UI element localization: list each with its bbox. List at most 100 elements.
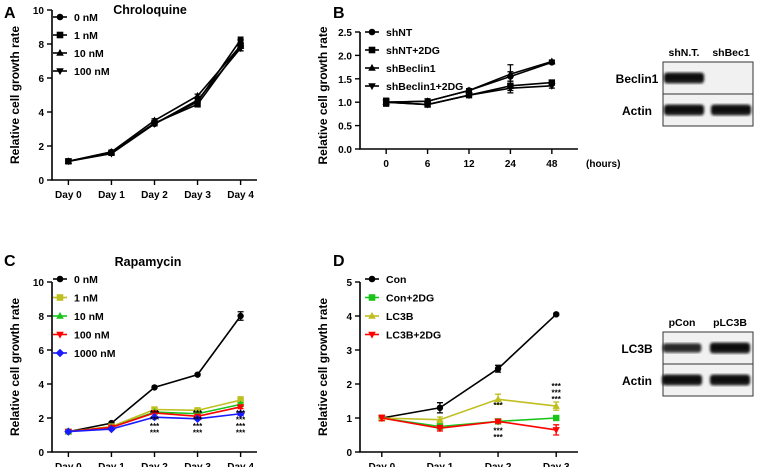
significance-mark-c: *** xyxy=(150,416,160,425)
data-point-a xyxy=(194,101,201,108)
series-line-d xyxy=(381,417,557,428)
y-tick-label-c: 0 xyxy=(38,448,44,459)
y-axis-label-b: Relative cell growth rate xyxy=(316,26,330,164)
blot-band xyxy=(710,342,750,354)
y-tick-label-b: 2.5 xyxy=(338,28,352,39)
legend-marker-a xyxy=(56,48,64,56)
legend-label-b: shBeclin1+2DG xyxy=(386,81,463,93)
series-d-0 xyxy=(378,311,560,422)
y-tick-label-d: 2 xyxy=(346,380,352,391)
data-point-d xyxy=(378,415,386,422)
chart-d: 0 1 2 3 4 5 Day 0 Day 1 Day 2 Day 3 Relative cell … xyxy=(316,274,578,467)
axes-d xyxy=(359,282,578,453)
data-point-c xyxy=(64,427,73,436)
x-tick-label-b: 6 xyxy=(425,159,431,170)
y-tick-label-c: 6 xyxy=(38,346,44,357)
chart-title-c: Rapamycin xyxy=(115,255,182,269)
data-point-c xyxy=(150,412,159,422)
legend-marker-c xyxy=(56,275,64,283)
x-tick-label-a: Day 1 xyxy=(98,190,125,201)
significance-mark-c: *** xyxy=(150,409,160,418)
data-point-a xyxy=(193,97,202,105)
x-tick-label-c: Day 3 xyxy=(184,462,211,467)
x-tick-label-d: Day 1 xyxy=(427,462,454,467)
chart-title-a: Chroloquine xyxy=(113,3,187,17)
x-tick-label-d: Day 0 xyxy=(368,462,395,467)
data-point-c xyxy=(194,371,201,378)
legend-label-b: shBeclin1 xyxy=(386,63,436,75)
y-tick-label-d: 0 xyxy=(346,448,352,459)
significance-mark-c: *** xyxy=(236,429,246,438)
data-point-b xyxy=(548,57,556,65)
y-tick-label-b: 2.0 xyxy=(338,51,352,62)
panel-letter-a: A xyxy=(4,5,16,22)
data-point-d xyxy=(553,414,560,422)
y-tick-label-b: 0.5 xyxy=(338,122,352,133)
data-point-b xyxy=(465,86,473,94)
significance-mark-c: *** xyxy=(193,429,203,438)
series-a-3 xyxy=(64,45,245,166)
data-point-d xyxy=(552,427,560,434)
legend-label-b: shNT+2DG xyxy=(386,45,440,57)
legend-label-d: LC3B+2DG xyxy=(386,330,441,342)
blot-lane-label: pCon xyxy=(669,317,696,329)
blot-lane-label: shN.T. xyxy=(669,47,700,59)
x-tick-label-a: Day 2 xyxy=(141,190,168,201)
blot-lane-label: pLC3B xyxy=(713,317,747,329)
data-point-c xyxy=(237,312,244,320)
blot-band xyxy=(662,343,702,353)
series-line-d xyxy=(381,398,557,421)
y-tick-label-a: 6 xyxy=(38,74,44,85)
legend-marker-b xyxy=(368,83,376,91)
legend-marker-a xyxy=(56,13,64,21)
x-tick-label-a: Day 4 xyxy=(227,190,254,201)
legend-label-c: 0 nM xyxy=(74,274,98,286)
y-tick-label-d: 5 xyxy=(346,278,352,289)
blot-band xyxy=(711,104,751,116)
x-tick-label-b: 12 xyxy=(463,159,475,170)
x-tick-label-b: 48 xyxy=(546,159,558,170)
significance-mark-d: *** xyxy=(552,395,562,404)
significance-mark-d: *** xyxy=(493,433,503,442)
legend-label-d: Con+2DG xyxy=(386,293,434,305)
legend-label-d: Con xyxy=(386,274,406,286)
data-point-a xyxy=(237,36,244,43)
data-point-c xyxy=(107,424,116,434)
legend-label-a: 10 nM xyxy=(74,48,104,60)
significance-mark-c: *** xyxy=(150,422,160,431)
data-point-b xyxy=(506,70,515,77)
y-tick-label-c: 2 xyxy=(38,414,44,425)
data-point-d xyxy=(552,402,560,409)
legend-marker-c xyxy=(56,311,64,319)
series-line-a xyxy=(68,45,242,163)
data-point-d xyxy=(494,395,502,403)
legend-label-d: LC3B xyxy=(386,311,414,323)
legend-label-c: 1 nM xyxy=(74,293,98,305)
legend-label-a: 0 nM xyxy=(74,12,98,24)
data-point-d xyxy=(494,365,502,372)
significance-mark-d: *** xyxy=(552,382,562,391)
legend-marker-b xyxy=(368,63,376,71)
data-point-c xyxy=(236,409,245,418)
legend-marker-d xyxy=(368,331,376,339)
data-point-a xyxy=(236,45,245,53)
data-point-d xyxy=(553,311,560,318)
legend-marker-d xyxy=(368,311,376,319)
x-tick-label-b: 24 xyxy=(505,159,517,170)
y-tick-label-a: 10 xyxy=(33,6,45,17)
chart-a: 0 2 4 6 8 10 Day 0 Day 1 Day 2 Day 3 Day 4 Relative… xyxy=(8,3,257,201)
series-line-a xyxy=(68,45,242,163)
legend-label-c: 1000 nM xyxy=(74,348,116,360)
blot-row-label: Actin xyxy=(622,374,652,388)
significance-mark-c: *** xyxy=(236,422,246,431)
x-tick-label-b: 0 xyxy=(383,159,389,170)
data-point-b xyxy=(506,85,515,93)
y-tick-label-d: 1 xyxy=(346,414,352,425)
western-blot-lc3b: pCon pLC3B LC3B Actin xyxy=(621,317,754,397)
blot-row-label: Beclin1 xyxy=(616,72,659,86)
data-point-b xyxy=(465,92,473,100)
series-c-4 xyxy=(64,409,245,436)
legend-marker-d xyxy=(368,294,376,301)
data-point-c xyxy=(193,414,202,424)
